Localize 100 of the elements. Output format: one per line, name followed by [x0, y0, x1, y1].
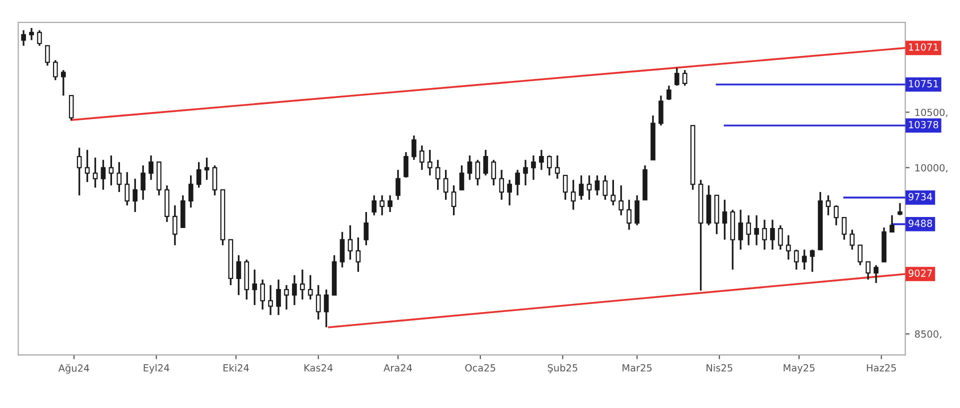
candlestick [348, 224, 353, 260]
candlestick [507, 179, 512, 206]
candlestick [802, 248, 807, 270]
candlestick [204, 156, 210, 181]
series-label: 9488 [908, 220, 932, 227]
candlestick [850, 228, 855, 250]
candlestick [420, 144, 424, 171]
candlestick [858, 244, 863, 266]
candlestick [236, 254, 242, 296]
candlestick [21, 29, 26, 47]
candlestick [570, 179, 576, 211]
candlestick [451, 184, 456, 216]
candlestick [140, 164, 146, 201]
candlestick [372, 194, 377, 216]
candlestick [100, 159, 106, 191]
candlestick [786, 234, 791, 260]
candlestick [340, 231, 345, 268]
candlestick [722, 198, 728, 241]
candlestick [124, 171, 130, 206]
candlestick [132, 178, 138, 213]
candlestick [308, 274, 313, 300]
candlestick [260, 278, 265, 310]
candlestick [499, 169, 504, 201]
candlestick [268, 284, 273, 316]
candlestick [29, 27, 34, 42]
x-tick-label: Mar25 [622, 364, 652, 372]
candlestick [364, 211, 369, 246]
x-tick-label: Eyl24 [144, 364, 170, 374]
candlestick [810, 248, 815, 273]
candlestick [148, 154, 154, 181]
candlestick [292, 274, 297, 306]
candlestick [300, 268, 305, 300]
candlestick [578, 174, 584, 201]
candlestick [92, 156, 98, 188]
candlestick [276, 278, 281, 316]
candlestick [738, 208, 744, 250]
candlestick [396, 169, 400, 201]
series-label: 10751 [909, 80, 938, 88]
candlestick [483, 149, 488, 176]
candlestick [284, 284, 289, 310]
candlestick [356, 236, 361, 273]
candlestick [515, 169, 520, 196]
candlestick [531, 154, 536, 181]
candlestick [467, 154, 472, 181]
candlestick [45, 44, 50, 67]
x-tick-label: May25 [784, 364, 814, 374]
candlestick [427, 149, 432, 176]
candlestick [794, 248, 799, 270]
candlestick [108, 154, 114, 186]
candlestick [610, 179, 616, 206]
x-tick-label: Kas24 [304, 364, 333, 372]
candlestick [834, 204, 839, 226]
series-label: 11071 [909, 43, 938, 51]
candlestick [412, 134, 416, 161]
y-tick-label: 8500, [914, 330, 942, 339]
x-tick-label: Nis25 [706, 364, 732, 372]
candlestick [898, 202, 902, 216]
candlestick [53, 59, 58, 81]
x-tick-label: Eki24 [224, 364, 249, 372]
candlestick [546, 154, 552, 176]
candlestick [37, 29, 42, 47]
candlestick [666, 84, 672, 101]
candlestick [539, 149, 544, 171]
candlestick [435, 159, 440, 191]
candlestick [626, 198, 632, 231]
y-tick-label: 10000, [915, 164, 948, 172]
candlestick [60, 69, 66, 96]
candlestick [172, 204, 178, 246]
candlestick [388, 194, 392, 213]
candlestick [212, 164, 218, 196]
candlestick [324, 288, 329, 328]
candlestick [562, 174, 568, 201]
series-label: 9734 [908, 193, 932, 200]
candlestick [404, 151, 408, 178]
candlestick [866, 261, 871, 280]
candlestick [523, 159, 528, 186]
candlestick [188, 174, 194, 208]
x-tick-label: Ağu24 [58, 364, 90, 374]
candlestick [746, 214, 751, 246]
candlestick [443, 169, 448, 201]
series-label: 10378 [909, 120, 938, 128]
x-tick-label: Oca25 [465, 364, 496, 372]
candlestick [602, 174, 608, 201]
candlestick [84, 149, 90, 183]
series-label: 9027 [908, 270, 932, 277]
candlestick [459, 164, 464, 191]
candlestick [475, 159, 480, 186]
candlestick [658, 94, 664, 126]
candlestick [618, 184, 624, 216]
candlestick [762, 218, 767, 250]
candlestick [316, 284, 321, 320]
candlestick [826, 194, 831, 216]
candlestick [76, 146, 82, 196]
candlestick [68, 94, 74, 121]
x-tick-label: Ara24 [384, 364, 412, 372]
x-tick-label: Haz25 [866, 364, 896, 372]
candlestick [116, 161, 122, 193]
candlestick [770, 218, 775, 250]
candlestick [554, 154, 560, 180]
candlestick [874, 264, 878, 284]
